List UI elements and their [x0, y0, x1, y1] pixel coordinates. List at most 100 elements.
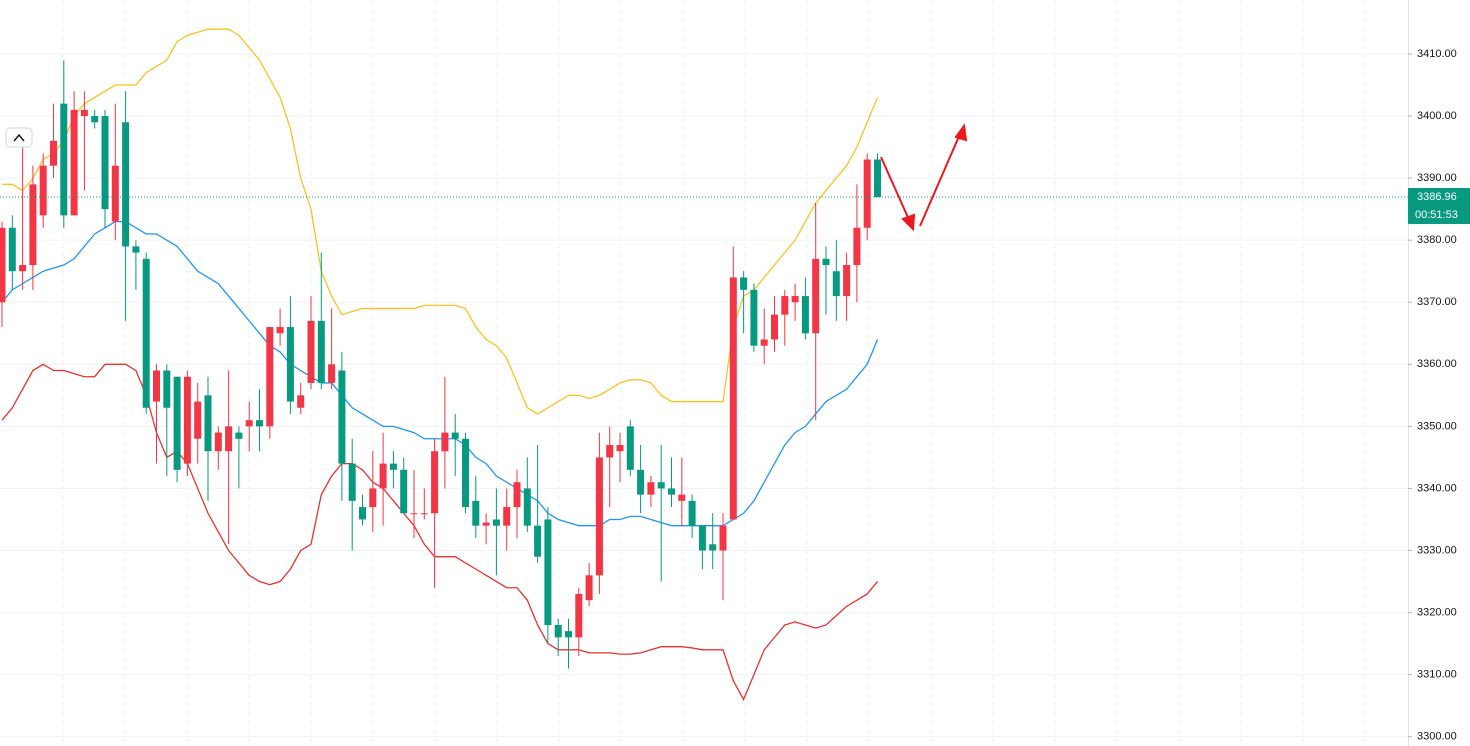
candle-body [235, 432, 243, 439]
y-tick-label: 3410.00 [1417, 48, 1457, 60]
candle-body [441, 432, 449, 452]
y-tick-label: 3350.00 [1417, 420, 1457, 432]
candle-body [400, 469, 408, 514]
candle-body [843, 265, 851, 297]
candle-body [317, 320, 325, 383]
candle-body [719, 525, 727, 551]
candle-body [369, 488, 377, 508]
candle-body [338, 370, 346, 464]
candle-body [606, 444, 614, 458]
arrow-down [880, 156, 911, 223]
candle-body [513, 482, 521, 508]
candle-body [462, 438, 469, 508]
arrow-head [901, 213, 916, 232]
candle-body [39, 165, 47, 216]
candle-body [225, 426, 233, 452]
candle-body [595, 457, 603, 576]
last-price-label: 3386.96 [1417, 191, 1457, 203]
candle-body [204, 395, 212, 452]
candle-body [575, 593, 583, 638]
candle-body [688, 500, 696, 526]
price-axis: 3300.00 3310.00 3320.00 3330.00 3340.00 3350.… [1408, 48, 1470, 743]
candle-body [771, 314, 778, 340]
countdown-label: 00:51:53 [1415, 209, 1458, 221]
candle-body [616, 444, 624, 452]
candle-body [472, 500, 480, 526]
candle-body [348, 463, 356, 501]
candle-body [266, 327, 274, 427]
candle-body [534, 525, 542, 557]
candle-body [565, 631, 572, 638]
candle-body [523, 488, 531, 526]
candle-body [214, 432, 222, 452]
candle-body [60, 103, 68, 216]
candle-body [122, 122, 130, 247]
candle-body [863, 159, 871, 228]
candle-body [328, 364, 336, 383]
candle-body [760, 339, 768, 346]
y-tick-label: 3360.00 [1417, 358, 1457, 370]
candle-body [853, 227, 861, 266]
candle-body [245, 420, 253, 427]
candle-body [163, 370, 171, 408]
collapse-button[interactable] [5, 127, 33, 148]
band-line [2, 28, 879, 415]
y-tick-label: 3300.00 [1417, 731, 1457, 743]
candle-body [297, 395, 305, 408]
candle-body [451, 432, 459, 439]
arrow-head [954, 123, 968, 142]
y-tick-label: 3320.00 [1417, 606, 1457, 618]
button-box[interactable] [5, 127, 33, 148]
arrow-up [919, 133, 961, 227]
candle-body [19, 265, 27, 272]
candle-body [101, 116, 109, 210]
candle-body [626, 426, 634, 470]
candle-body [111, 165, 119, 222]
candle-body [544, 519, 552, 625]
chevron-icon [13, 133, 25, 142]
candle-body [647, 482, 655, 495]
y-tick-label: 3370.00 [1417, 296, 1457, 308]
candle-body [668, 488, 675, 495]
y-tick-label: 3310.00 [1417, 669, 1457, 681]
candle-body [678, 494, 686, 501]
candle-body [698, 525, 706, 551]
candle-body [812, 258, 820, 334]
band-line [1, 363, 879, 701]
y-tick-label: 3380.00 [1417, 234, 1457, 246]
candle-body [410, 513, 418, 515]
y-tick-label: 3390.00 [1417, 172, 1457, 184]
last-price-box [1408, 187, 1470, 224]
candle-body [874, 159, 881, 197]
candle-body [750, 289, 758, 346]
y-tick-label: 3330.00 [1417, 544, 1457, 556]
candle-body [307, 320, 315, 383]
annotation-arrows [880, 123, 968, 232]
candle-body [554, 624, 562, 638]
candle-body [801, 296, 809, 334]
candle-body [822, 258, 830, 266]
candle-body [132, 246, 140, 253]
candle-body [183, 376, 191, 464]
candle-body [50, 140, 57, 166]
candle-body [173, 376, 181, 470]
grid [0, 0, 1408, 746]
candle-body [194, 401, 202, 439]
candle-body [80, 109, 88, 117]
candle-body [637, 469, 645, 495]
candle-body [503, 507, 511, 526]
candle-body [286, 327, 294, 402]
candle-body [359, 507, 366, 520]
candle-body [832, 271, 840, 297]
candle-body [29, 184, 37, 266]
candle-body [709, 544, 717, 551]
candle-body [431, 451, 439, 514]
candle-body [657, 482, 665, 489]
candle-body [8, 227, 16, 272]
candle-body [781, 296, 789, 315]
candle-body [389, 463, 397, 470]
candle-body [379, 463, 387, 489]
candle-body [142, 258, 150, 408]
